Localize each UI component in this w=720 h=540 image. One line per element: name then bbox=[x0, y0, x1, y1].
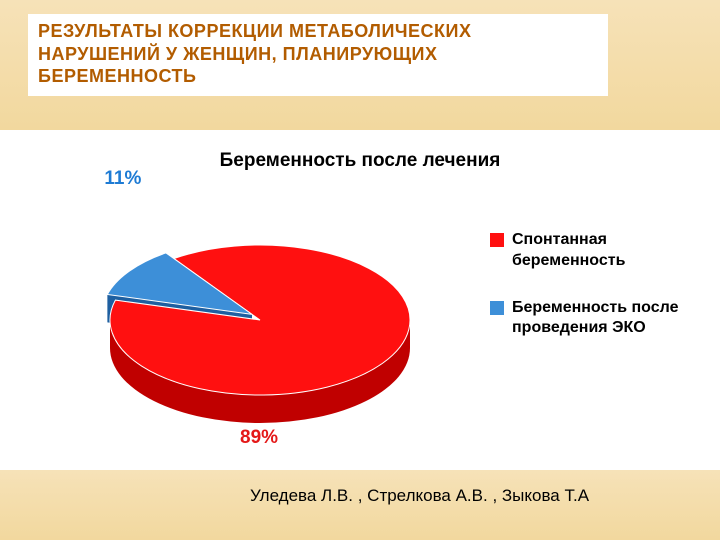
pie-svg bbox=[60, 190, 460, 440]
legend-item: Спонтанная беременность bbox=[490, 230, 700, 272]
authors: Уледева Л.В. , Стрелкова А.В. , Зыкова Т… bbox=[250, 486, 589, 506]
legend-swatch-blue bbox=[490, 301, 504, 315]
legend-swatch-red bbox=[490, 233, 504, 247]
legend-text: Спонтанная беременность bbox=[512, 230, 700, 272]
title-box: РЕЗУЛЬТАТЫ КОРРЕКЦИИ МЕТАБОЛИЧЕСКИХ НАРУ… bbox=[28, 14, 608, 96]
slice-label-red: 89% bbox=[240, 427, 278, 449]
legend-text: Беременность после проведения ЭКО bbox=[512, 298, 700, 340]
slide-title: РЕЗУЛЬТАТЫ КОРРЕКЦИИ МЕТАБОЛИЧЕСКИХ НАРУ… bbox=[38, 20, 598, 88]
slice-label-blue: 11% bbox=[104, 168, 141, 190]
legend: Спонтанная беременность Беременность пос… bbox=[490, 230, 700, 365]
slide: РЕЗУЛЬТАТЫ КОРРЕКЦИИ МЕТАБОЛИЧЕСКИХ НАРУ… bbox=[0, 0, 720, 540]
legend-item: Беременность после проведения ЭКО bbox=[490, 298, 700, 340]
pie-chart: 11% 89% bbox=[60, 190, 460, 440]
